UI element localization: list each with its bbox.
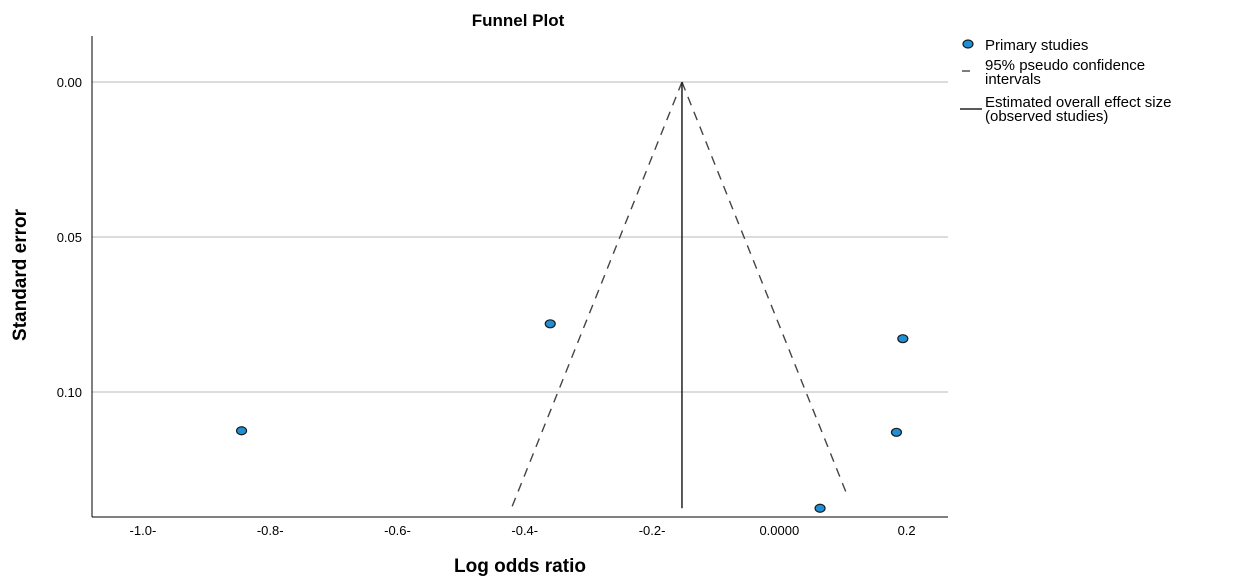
legend-label-overall-effect: Estimated overall effect size (observed s… — [985, 94, 1171, 125]
x-tick-label: -0.4- — [511, 523, 538, 538]
y-tick-label: 0.00 — [57, 75, 82, 90]
data-point — [814, 503, 826, 513]
legend-label-ci: 95% pseudo confidence intervals — [985, 57, 1145, 88]
legend-label-primary-studies: Primary studies — [985, 37, 1088, 54]
legend: Primary studies 95% pseudo confidence inte… — [960, 37, 1171, 125]
chart-title: Funnel Plot — [472, 11, 565, 30]
x-tick-label: -0.2- — [639, 523, 666, 538]
y-axis-title: Standard error — [10, 208, 31, 341]
ci-line-left — [511, 81, 683, 507]
legend-marker-primary-studies — [962, 39, 974, 49]
y-tick-label: 0.05 — [57, 230, 82, 245]
data-points — [235, 319, 909, 513]
y-tick-labels: 0.00 0.05 0.10 — [57, 75, 82, 400]
x-tick-label: 0.2 — [898, 523, 916, 538]
data-point — [897, 334, 909, 344]
funnel-lines — [511, 81, 849, 509]
data-point — [235, 426, 248, 436]
axes — [91, 36, 948, 518]
x-tick-label: -0.6- — [384, 523, 411, 538]
x-tick-labels: -1.0- -0.8- -0.6- -0.4- -0.2- 0.0000 0.2 — [130, 523, 916, 538]
data-point — [544, 319, 556, 329]
gridlines — [92, 81, 948, 393]
x-tick-label: -1.0- — [130, 523, 157, 538]
x-tick-label: 0.0000 — [759, 523, 799, 538]
ci-line-right — [681, 81, 849, 498]
data-point — [890, 427, 903, 437]
y-tick-label: 0.10 — [57, 385, 82, 400]
x-axis-title: Log odds ratio — [454, 556, 586, 576]
x-tick-label: -0.8- — [257, 523, 284, 538]
